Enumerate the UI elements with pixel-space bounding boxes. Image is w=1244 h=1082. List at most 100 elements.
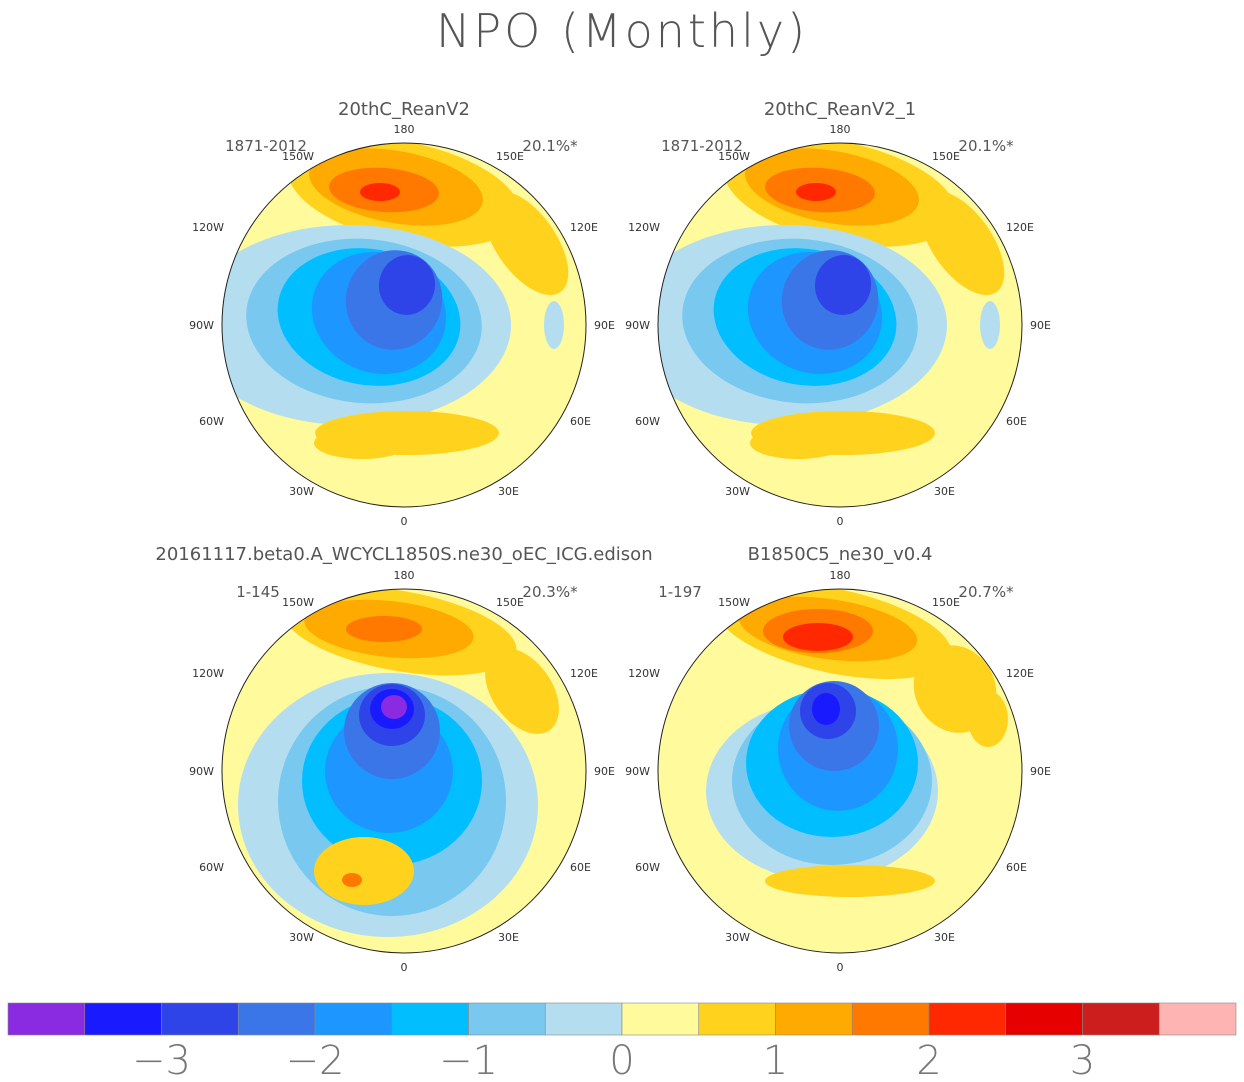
contour-region: [360, 183, 400, 201]
contour-region: [812, 693, 840, 725]
longitude-label: 60W: [635, 415, 660, 428]
contour-region: [346, 616, 422, 642]
colorbar-swatch: [1005, 1002, 1083, 1036]
colorbar-tick-label: 2: [916, 1038, 941, 1082]
longitude-label: 90W: [189, 319, 214, 332]
colorbar-swatch: [468, 1002, 546, 1036]
longitude-label: 30W: [289, 485, 314, 498]
contour-region: [378, 255, 436, 315]
map-panel-1: 180 0 90W 90E 120W 150W 150E 120E 60W 30W 30E 60E 20…: [189, 99, 615, 528]
contour-region: [485, 648, 559, 734]
longitude-label: 0: [837, 515, 844, 528]
colorbar-tick-label: 0: [609, 1038, 634, 1082]
longitude-label: 90E: [594, 765, 615, 778]
colorbar-tick-label: −2: [286, 1038, 345, 1082]
longitude-label: 60E: [1006, 415, 1027, 428]
longitude-label: 90W: [189, 765, 214, 778]
colorbar-swatch: [698, 1002, 776, 1036]
longitude-label: 90W: [625, 319, 650, 332]
map-boundary: [657, 588, 1023, 954]
longitude-label: 60W: [199, 861, 224, 874]
contour-region: [919, 190, 1005, 296]
map-boundary: [221, 142, 587, 508]
contour-region: [342, 873, 362, 887]
contour-region: [483, 190, 569, 296]
colorbar-tick-label: −1: [439, 1038, 498, 1082]
panel-variance: 20.1%*: [522, 137, 578, 155]
contour-region: [314, 837, 414, 905]
panel-period: 1871-2012: [225, 137, 307, 155]
panel-period: 1-145: [236, 583, 280, 601]
colorbar-swatch: [544, 1002, 623, 1036]
longitude-label: 60E: [570, 415, 591, 428]
contour-region: [544, 301, 564, 349]
anomaly-field: [658, 143, 1005, 459]
colorbar-swatch: [1082, 1002, 1160, 1036]
colorbar-tick-label: −3: [132, 1038, 191, 1082]
longitude-label: 30E: [498, 931, 519, 944]
longitude-label: 120E: [1006, 667, 1034, 680]
panel-period: 1-197: [658, 583, 702, 601]
colorbar-tick-label: 1: [763, 1038, 788, 1082]
longitude-label: 30W: [725, 931, 750, 944]
longitude-label: 180: [394, 123, 415, 136]
colorbar-swatch: [314, 1002, 393, 1036]
contour-region: [381, 695, 407, 719]
longitude-label: 0: [837, 961, 844, 974]
longitude-label: 150E: [496, 596, 524, 609]
longitude-label: 30E: [498, 485, 519, 498]
panel-title: 20161117.beta0.A_WCYCL1850S.ne30_oEC_ICG…: [155, 544, 652, 565]
longitude-label: 0: [401, 515, 408, 528]
longitude-label: 150W: [282, 150, 314, 163]
longitude-label: 90E: [594, 319, 615, 332]
colorbar-swatch: [1158, 1002, 1237, 1036]
longitude-label: 150W: [718, 596, 750, 609]
longitude-label: 60E: [1006, 861, 1027, 874]
longitude-label: 120E: [1006, 221, 1034, 234]
figure-title: NPO (Monthly): [435, 4, 809, 58]
map-panel-4: 180 0 90W 90E 120W 150W 150E 120E 60W 30W 30E 60E B1…: [625, 544, 1051, 974]
colorbar-swatch: [851, 1002, 930, 1036]
contour-region: [980, 301, 1000, 349]
longitude-label: 90E: [1030, 765, 1051, 778]
longitude-label: 90W: [625, 765, 650, 778]
panel-period: 1871-2012: [661, 137, 743, 155]
anomaly-field: [222, 143, 569, 459]
colorbar-swatch: [621, 1002, 700, 1036]
colorbar-swatch: [237, 1002, 316, 1036]
anomaly-field: [238, 589, 559, 937]
longitude-label: 30W: [289, 931, 314, 944]
contour-region: [783, 623, 853, 651]
longitude-label: 150E: [932, 150, 960, 163]
longitude-label: 150E: [496, 150, 524, 163]
contour-region: [750, 427, 846, 459]
colorbar: −3 −2 −1 0 1 2 3: [7, 1002, 1237, 1082]
longitude-label: 120W: [628, 667, 660, 680]
contour-region: [814, 255, 872, 315]
longitude-label: 150W: [718, 150, 750, 163]
longitude-label: 180: [830, 569, 851, 582]
colorbar-tick-label: 3: [1070, 1038, 1095, 1082]
longitude-label: 0: [401, 961, 408, 974]
longitude-label: 60W: [635, 861, 660, 874]
contour-region: [968, 691, 1008, 747]
longitude-label: 150E: [932, 596, 960, 609]
colorbar-swatch: [775, 1002, 853, 1036]
longitude-label: 180: [394, 569, 415, 582]
colorbar-swatch: [391, 1002, 469, 1036]
longitude-label: 30E: [934, 931, 955, 944]
map-panel-3: 180 0 90W 90E 120W 150W 150E 120E 60W 30W 30E 60E 20…: [155, 544, 652, 974]
panel-variance: 20.3%*: [522, 583, 578, 601]
colorbar-swatch: [928, 1002, 1007, 1036]
colorbar-swatch: [161, 1002, 239, 1036]
longitude-label: 120W: [192, 221, 224, 234]
panel-variance: 20.1%*: [958, 137, 1014, 155]
map-panel-2: 180 0 90W 90E 120W 150W 150E 120E 60W 30W 30E 60E 20…: [625, 99, 1051, 528]
longitude-label: 150W: [282, 596, 314, 609]
contour-region: [765, 865, 935, 897]
longitude-label: 30E: [934, 485, 955, 498]
contour-region: [796, 183, 836, 201]
longitude-label: 30W: [725, 485, 750, 498]
longitude-label: 90E: [1030, 319, 1051, 332]
